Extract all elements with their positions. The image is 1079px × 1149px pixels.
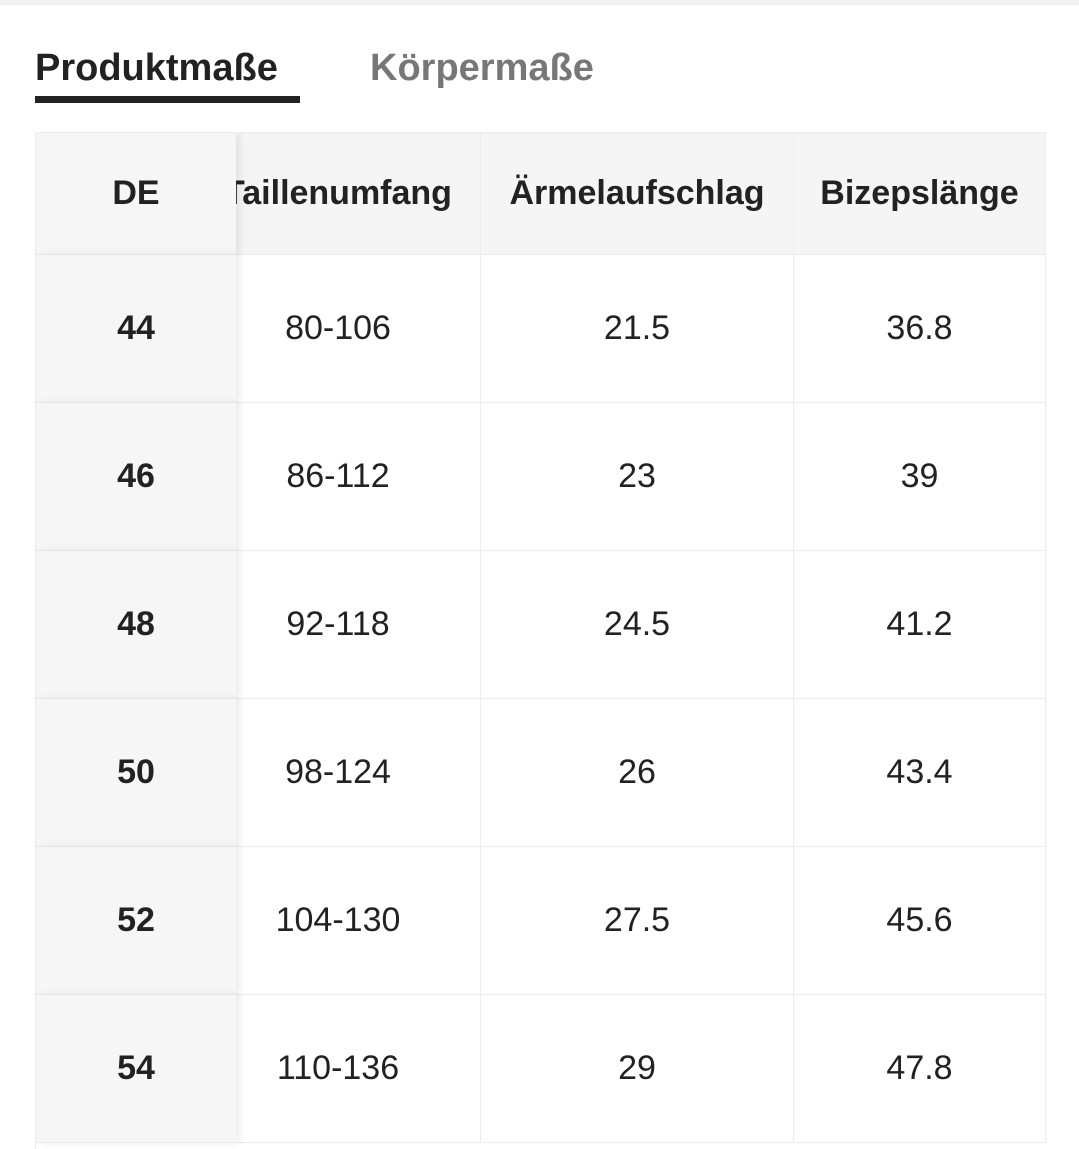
tab[interactable]: Körpermaße [370, 47, 594, 89]
table-cell: 21.5 [481, 255, 794, 403]
table-cell: 26 [481, 699, 794, 847]
size-cell: 48 [36, 551, 236, 699]
header-cell: Taillenumfang [196, 133, 481, 255]
header-cell: Bizepslänge [794, 133, 1046, 255]
size-cell: 50 [36, 699, 236, 847]
size-cell: 44 [36, 255, 236, 403]
table-cell: 27.5 [481, 847, 794, 995]
tab-underline [35, 96, 300, 103]
table-cell: 23 [481, 403, 794, 551]
tab[interactable]: Produktmaße [35, 47, 278, 89]
size-cell: 46 [36, 403, 236, 551]
table-cell: 39 [794, 403, 1046, 551]
size-cell: 54 [36, 995, 236, 1143]
table-cell: 43.4 [794, 699, 1046, 847]
table-cell: 45.6 [794, 847, 1046, 995]
table-cell: 41.2 [794, 551, 1046, 699]
header-cell: DE [36, 133, 236, 255]
table-cell: 110-136 [196, 995, 481, 1143]
top-bar [0, 0, 1079, 5]
table-cell: 80-106 [196, 255, 481, 403]
size-table: DE Taillenumfang Ärmelaufschlag Bizepslänge… [35, 132, 1046, 1149]
table-cell: 86-112 [196, 403, 481, 551]
table-cell: 104-130 [196, 847, 481, 995]
table-cell: 24.5 [481, 551, 794, 699]
table-cell: 47.8 [794, 995, 1046, 1143]
table-cell: 98-124 [196, 699, 481, 847]
table-cell: 29 [481, 995, 794, 1143]
table-cell: 36.8 [794, 255, 1046, 403]
header-cell: Ärmelaufschlag [481, 133, 794, 255]
size-cell: 52 [36, 847, 236, 995]
table-cell: 92-118 [196, 551, 481, 699]
